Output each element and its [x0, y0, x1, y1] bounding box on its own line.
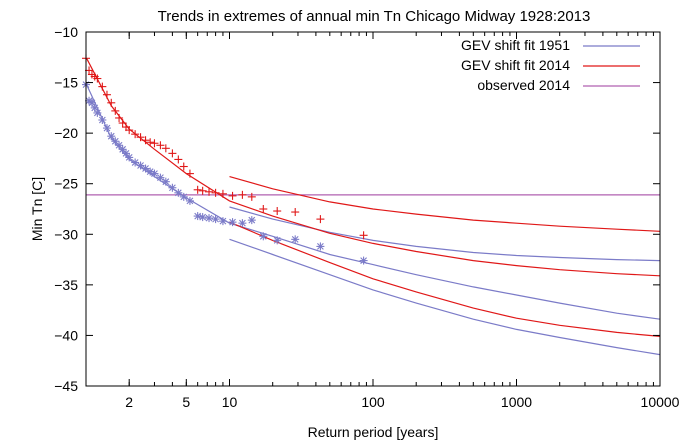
observation-1951-point	[247, 216, 256, 225]
observation-1951-point	[179, 192, 188, 201]
observation-2014-point	[118, 119, 127, 128]
observation-1951-point	[156, 173, 165, 182]
observation-1951-point	[273, 236, 282, 245]
observation-2014-point	[205, 187, 214, 196]
observation-1951-point	[161, 177, 170, 186]
observation-2014-point	[98, 82, 107, 91]
observation-1951-point	[107, 132, 116, 141]
axes: −10 −15 −20 −25 −30 −35 −40 −45 2 5 10 100 1000 10000	[54, 24, 679, 410]
observation-1951-point	[150, 169, 159, 178]
observation-2014-point	[93, 74, 102, 83]
observation-2014-point	[185, 169, 194, 178]
y-tick-label: −35	[54, 277, 78, 293]
observation-1951-point	[102, 124, 111, 133]
observation-1951-point	[98, 115, 107, 124]
observation-2014-point	[291, 208, 300, 217]
observation-2014-point	[218, 189, 227, 198]
observation-1951-point	[185, 196, 194, 205]
observation-1951-point	[228, 218, 237, 227]
observation-2014-point	[316, 215, 325, 224]
fit-2014-central-line	[86, 58, 661, 277]
observation-2014-point	[111, 106, 120, 115]
y-tick-label: −30	[54, 226, 78, 242]
observation-1951-point	[359, 256, 368, 265]
x-tick-label: 100	[361, 394, 385, 410]
observation-2014-point	[168, 149, 177, 158]
x-tick-label: 10000	[641, 394, 680, 410]
observation-1951-point	[122, 149, 131, 158]
legend-label-observed-2014: observed 2014	[477, 77, 570, 93]
observation-2014-point	[179, 162, 188, 171]
observation-2014-point	[141, 136, 150, 145]
y-tick-label: −10	[54, 24, 78, 40]
observation-1951-point	[316, 242, 325, 251]
observation-2014-point	[259, 205, 268, 213]
x-tick-label: 5	[182, 394, 190, 410]
chart-title: Trends in extremes of annual min Tn Chic…	[158, 8, 591, 25]
observation-2014-point	[156, 141, 165, 150]
observation-1951-point	[125, 153, 134, 162]
fit-2014-lower-bound-line	[229, 221, 661, 337]
observation-1951-point	[205, 214, 214, 223]
observation-2014-point	[131, 130, 140, 139]
observation-1951-point	[141, 164, 150, 173]
y-tick-label: −40	[54, 327, 78, 343]
fit-2014-upper-bound-line	[229, 176, 661, 232]
legend: GEV shift fit 1951 GEV shift fit 2014 ob…	[461, 37, 640, 93]
observation-2014-point	[125, 126, 134, 135]
observation-2014-point	[150, 139, 159, 148]
observation-2014-point	[238, 190, 247, 199]
observation-2014-point	[211, 188, 220, 197]
observation-2014-point	[359, 231, 368, 240]
observation-1951-point	[238, 219, 247, 228]
legend-label-fit-1951: GEV shift fit 1951	[461, 37, 570, 53]
observation-2014-point	[228, 191, 237, 200]
observation-2014-point	[136, 133, 145, 142]
observation-2014-point	[115, 113, 124, 122]
legend-label-fit-2014: GEV shift fit 2014	[461, 57, 570, 73]
fit-1951-lower-bound-line	[229, 238, 661, 356]
y-tick-label: −25	[54, 176, 78, 192]
y-tick-label: −45	[54, 378, 78, 394]
observation-1951-point	[218, 217, 227, 226]
observation-1951-point	[291, 235, 300, 244]
observation-1951-point	[93, 108, 102, 117]
observation-2014-point	[193, 185, 202, 194]
y-tick-label: −20	[54, 125, 78, 141]
x-tick-label: 1000	[501, 394, 532, 410]
observation-2014-point	[102, 90, 111, 99]
x-axis-label: Return period [years]	[308, 424, 439, 440]
y-axis-label: Min Tn [C]	[29, 177, 45, 241]
fit-1951-upper-bound-line	[229, 206, 661, 262]
observation-1951-point	[174, 188, 183, 197]
plot-area	[82, 54, 661, 356]
observation-1951-point	[259, 232, 268, 241]
observation-1951-point	[211, 215, 220, 224]
observation-1951-point	[168, 183, 177, 192]
x-tick-label: 2	[125, 394, 133, 410]
observation-2014-point	[107, 98, 116, 107]
observation-2014-point	[146, 138, 155, 147]
observation-1951-point	[198, 213, 207, 222]
observation-2014-point	[247, 192, 256, 201]
observation-2014-point	[273, 207, 282, 216]
observation-2014-point	[161, 144, 170, 153]
y-tick-label: −15	[54, 75, 78, 91]
observation-2014-point	[174, 155, 183, 164]
x-tick-label: 10	[222, 394, 238, 410]
observation-2014-point	[198, 186, 207, 195]
